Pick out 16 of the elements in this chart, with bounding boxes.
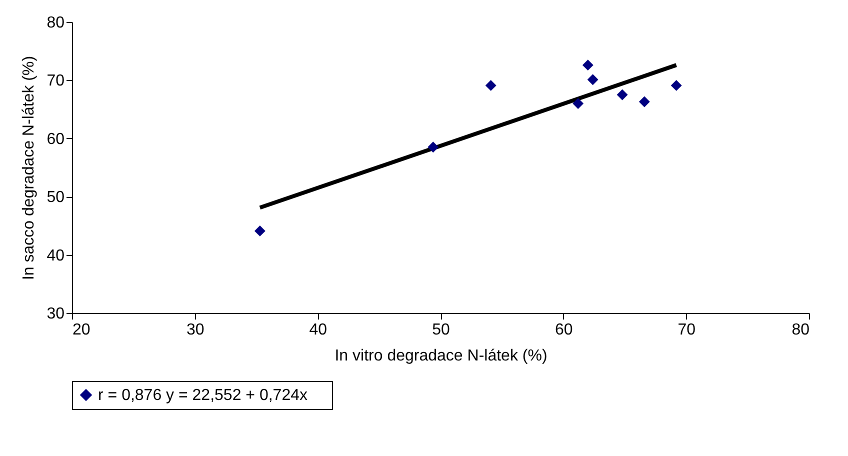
x-tick-label: 60 <box>554 322 573 338</box>
legend-label: r = 0,876 y = 22,552 + 0,724x <box>98 387 308 404</box>
x-tick-label: 40 <box>309 322 328 338</box>
x-tick-label: 30 <box>186 322 204 338</box>
x-tick-label: 80 <box>792 322 810 338</box>
x-tick-label: 50 <box>432 322 450 338</box>
y-tick-label: 40 <box>46 247 65 264</box>
y-tick-label: 60 <box>46 130 65 148</box>
y-axis-title: In sacco degradace N-látek (%) <box>20 56 38 280</box>
x-axis-title: In vitro degradace N-látek (%) <box>334 348 548 364</box>
y-tick-label: 80 <box>46 14 65 32</box>
y-tick-label: 50 <box>46 189 65 206</box>
y-tick-label: 30 <box>46 306 65 322</box>
x-tick-label: 70 <box>678 322 696 338</box>
y-tick-label: 70 <box>46 72 65 90</box>
x-tick-label: 20 <box>72 322 90 338</box>
